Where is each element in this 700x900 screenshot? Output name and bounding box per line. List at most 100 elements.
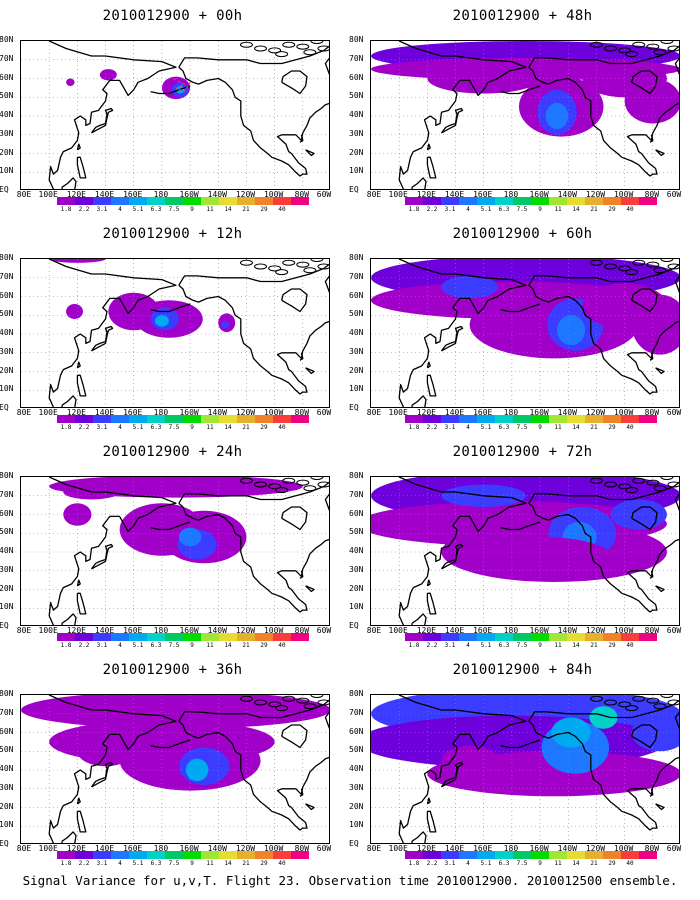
colorbar-tick-label: 2.2 xyxy=(426,424,438,431)
map-canvas xyxy=(371,41,679,189)
island-outline xyxy=(653,485,667,492)
colorbar-swatch xyxy=(111,415,129,423)
coastline xyxy=(76,797,81,805)
island-outline xyxy=(310,695,324,698)
colorbar-tick-label: 5.1 xyxy=(132,642,144,649)
colorbar-swatch xyxy=(441,851,459,859)
island-outline xyxy=(317,263,329,270)
variance-region xyxy=(154,315,169,327)
colorbar-swatch xyxy=(423,415,441,423)
colorbar-tick-label: 9 xyxy=(190,206,194,213)
variance-region xyxy=(441,745,498,776)
longitude-label: 160W xyxy=(179,844,199,853)
island-outline xyxy=(653,703,667,710)
colorbar-swatch xyxy=(549,851,567,859)
longitude-label: 100E xyxy=(38,844,58,853)
coastline xyxy=(61,177,77,189)
island-outline xyxy=(254,263,268,270)
colorbar-tick-label: 5.1 xyxy=(132,424,144,431)
coastline xyxy=(299,352,304,361)
colorbar xyxy=(405,415,657,423)
longitude-label: 80E xyxy=(16,408,32,417)
longitude-label: 60W xyxy=(316,626,332,635)
colorbar-swatch xyxy=(273,633,291,641)
coastline xyxy=(76,143,81,151)
colorbar-tick-label: 14 xyxy=(572,424,580,431)
longitude-label: 100E xyxy=(38,626,58,635)
longitude-label: 80W xyxy=(644,626,660,635)
latitude-label: 50N xyxy=(349,309,364,319)
latitude-label: 40N xyxy=(349,546,364,555)
coastline xyxy=(426,810,437,833)
longitude-label: 120E xyxy=(416,408,436,417)
coastline xyxy=(426,579,431,587)
colorbar-swatch xyxy=(531,197,549,205)
colorbar-swatch xyxy=(93,851,111,859)
coastline xyxy=(411,177,427,189)
colorbar-tick-label: 5.1 xyxy=(132,860,144,867)
longitude-label: 180 xyxy=(153,844,169,853)
island-outline xyxy=(625,487,639,494)
colorbar-tick-label: 40 xyxy=(626,860,634,867)
variance-region xyxy=(66,78,75,86)
colorbar-tick-label: 1.8 xyxy=(60,424,72,431)
colorbar-tick-label: 21 xyxy=(242,642,250,649)
colorbar-swatch xyxy=(165,633,183,641)
longitude-label: 120E xyxy=(66,408,86,417)
longitude-label: 80E xyxy=(366,844,382,853)
colorbar-swatch xyxy=(129,633,147,641)
latitude-label: 10N xyxy=(349,820,364,830)
latitude-label: 50N xyxy=(0,527,14,537)
longitude-label: 160E xyxy=(473,844,493,853)
island-outline xyxy=(632,477,646,484)
island-outline xyxy=(667,699,679,706)
colorbar-tick-label: 40 xyxy=(626,424,634,431)
colorbar-swatch xyxy=(531,633,549,641)
coastline xyxy=(76,810,87,833)
island-outline xyxy=(632,41,646,48)
latitude-label: EQ xyxy=(349,621,359,630)
colorbar-swatch xyxy=(495,633,513,641)
longitude-label: 180 xyxy=(503,626,519,635)
colorbar-swatch xyxy=(603,851,621,859)
longitude-label: 80E xyxy=(366,190,382,199)
coastline xyxy=(674,493,679,512)
coastline xyxy=(631,506,658,531)
coastline xyxy=(150,303,191,313)
colorbar-swatch xyxy=(639,633,657,641)
coastline xyxy=(500,739,541,749)
forecast-panel: 2010012900 + 36h 80N 70N 60N 50N 40N 30N 20N 10N… xyxy=(0,654,345,869)
longitude-label: 80W xyxy=(294,190,310,199)
latitude-label: EQ xyxy=(0,839,9,848)
colorbar-swatch xyxy=(423,197,441,205)
island-outline xyxy=(239,477,253,484)
colorbar-swatch xyxy=(405,633,423,641)
island-outline xyxy=(632,259,646,266)
colorbar-tick-label: 3.1 xyxy=(96,206,108,213)
longitude-label: 180 xyxy=(503,190,519,199)
colorbar-tick-label: 6.3 xyxy=(150,206,162,213)
latitude-label: 20N xyxy=(0,801,14,811)
longitude-label: 80E xyxy=(366,408,382,417)
coastline xyxy=(528,284,679,395)
island-outline xyxy=(296,43,310,50)
colorbar-tick-label: 7.5 xyxy=(516,206,528,213)
longitude-label: 80W xyxy=(644,844,660,853)
colorbar-swatch xyxy=(111,633,129,641)
longitude-label: 160E xyxy=(123,844,143,853)
latitude-label: 50N xyxy=(0,91,14,101)
latitude-label: 70N xyxy=(0,271,14,281)
colorbar-swatch xyxy=(495,415,513,423)
island-outline xyxy=(646,479,660,486)
colorbar-tick-label: 2.2 xyxy=(78,206,90,213)
longitude-label: 100W xyxy=(263,626,284,635)
coastline xyxy=(305,367,315,375)
colorbar-tick-label: 7.5 xyxy=(168,424,180,431)
colorbar-swatch xyxy=(531,415,549,423)
colorbar-swatch xyxy=(255,415,273,423)
colorbar xyxy=(405,851,657,859)
colorbar-tick-label: 3.1 xyxy=(444,642,456,649)
longitude-label: 80E xyxy=(16,626,32,635)
colorbar-tick-label: 40 xyxy=(278,424,286,431)
coastline xyxy=(90,325,114,352)
